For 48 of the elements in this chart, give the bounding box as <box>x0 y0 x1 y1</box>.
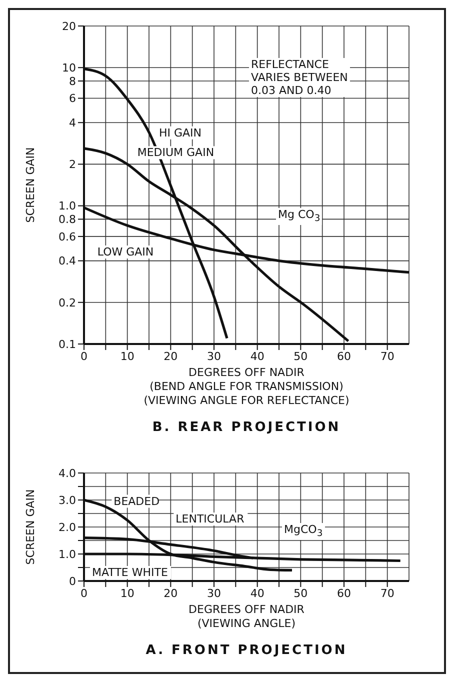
x-tick-label: 10 <box>120 586 134 600</box>
x-tick-label: 20 <box>164 350 178 363</box>
y-tick-label: 4 <box>69 116 76 130</box>
annotation: REFLECTANCE VARIES BETWEEN 0.03 AND 0.40 <box>249 58 350 97</box>
x-axis-title: DEGREES OFF NADIR (BEND ANGLE FOR TRANSMISSION) (VIEWING ANGLE FOR REFLECTANCE) <box>142 366 350 408</box>
y-tick-label: 2.0 <box>58 520 76 534</box>
y-tick-label: 2 <box>69 158 76 172</box>
y-tick-label: 0.6 <box>58 230 76 244</box>
x-tick-label: 70 <box>380 586 394 600</box>
y-tick-label: 4.0 <box>58 466 76 480</box>
text: B. REAR PROJECTION <box>151 420 342 435</box>
y-axis-title: SCREEN GAIN <box>24 147 37 223</box>
x-tick-label: 50 <box>294 586 308 600</box>
x-tick-label: 40 <box>250 350 264 363</box>
y-tick-label: 1.0 <box>58 548 76 561</box>
series-label: LOW GAIN <box>97 246 154 259</box>
y-tick-label: 1.0 <box>58 200 76 213</box>
x-tick-label: 0 <box>80 586 88 600</box>
x-tick-label: 60 <box>337 350 351 363</box>
y-tick-label: 0.1 <box>58 338 76 351</box>
text: A. FRONT PROJECTION <box>144 643 348 658</box>
y-tick-label: 0.4 <box>58 254 76 268</box>
series-label: MEDIUM GAIN <box>137 146 214 160</box>
x-tick-label: 30 <box>207 586 221 600</box>
y-tick-label: 0 <box>69 574 76 588</box>
x-tick-label: 70 <box>380 350 394 363</box>
y-tick-label: 20 <box>62 20 76 33</box>
x-tick-label: 60 <box>337 586 351 600</box>
y-tick-label: 6 <box>69 92 76 106</box>
y-tick-label: 0.8 <box>58 213 76 226</box>
y-tick-label: 10 <box>62 62 76 75</box>
series-label: HI GAIN <box>159 126 202 140</box>
series-label: LENTICULAR <box>176 512 245 526</box>
series-label: BEADED <box>114 494 160 508</box>
y-tick-label: 0.2 <box>58 296 76 310</box>
x-tick-label: 20 <box>164 586 178 600</box>
series-label: MATTE WHITE <box>92 566 168 579</box>
x-tick-label: 10 <box>120 350 134 363</box>
x-axis-title: DEGREES OFF NADIR (VIEWING ANGLE) <box>188 603 306 631</box>
annotation: Mg CO$_{3}$ <box>276 208 322 226</box>
y-tick-label: 3.0 <box>58 494 76 507</box>
x-tick-label: 40 <box>250 586 264 600</box>
x-tick-label: 50 <box>294 350 308 363</box>
x-tick-label: 0 <box>80 350 88 363</box>
x-tick-label: 30 <box>207 350 221 363</box>
annotation: MgCO$_{3}$ <box>282 523 325 540</box>
y-axis-title: SCREEN GAIN <box>24 489 37 565</box>
y-tick-label: 8 <box>69 74 76 88</box>
